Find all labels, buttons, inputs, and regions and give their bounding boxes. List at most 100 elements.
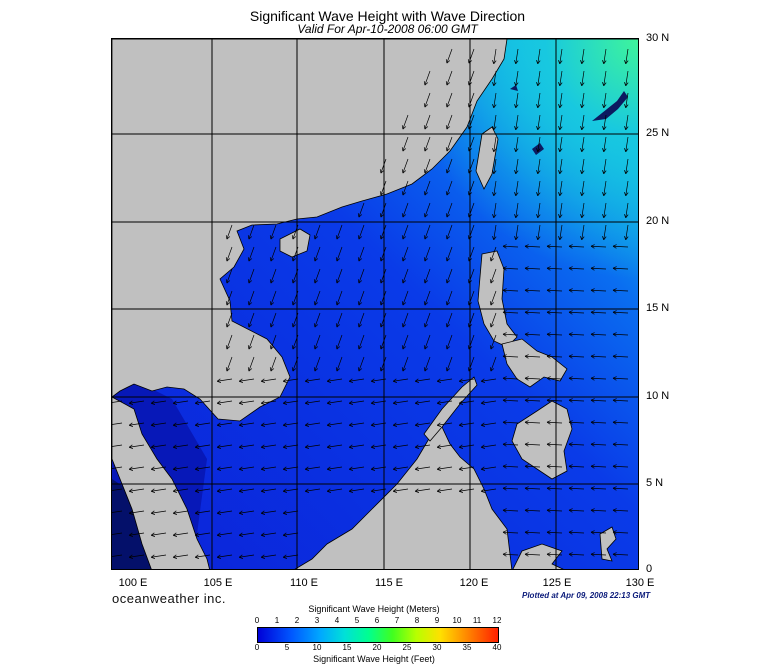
wave-arrow-head [481, 446, 486, 449]
wave-arrow [481, 422, 497, 426]
wave-arrow-head [226, 280, 231, 284]
wave-arrow [380, 356, 387, 372]
wave-arrow-head [546, 376, 551, 379]
wave-arrow-head [379, 257, 382, 262]
wave-arrow-head [590, 289, 595, 293]
wave-arrow [613, 377, 629, 380]
wave-arrow-head [603, 236, 607, 241]
wave-arrow [393, 444, 409, 448]
wave-arrow-head [546, 311, 551, 315]
wave-arrow-head [327, 468, 332, 471]
wave-arrow-head [490, 258, 495, 262]
wave-arrow [490, 334, 497, 350]
wave-arrow [393, 466, 409, 470]
wave-arrow-head [247, 367, 250, 372]
wave-arrow-head [225, 235, 228, 240]
wave-arrow-head [150, 444, 155, 448]
lon-label-125e: 125 E [542, 577, 572, 589]
wave-arrow [380, 290, 387, 306]
wave-arrow-head [173, 556, 178, 559]
brand-logo: oceanweather inc. [112, 591, 227, 606]
wave-arrow-head [172, 422, 177, 426]
wave-arrow-head [502, 376, 507, 379]
wave-arrow-head [379, 323, 382, 328]
wave-arrow-head [546, 531, 551, 535]
wave-arrow [446, 92, 453, 108]
wave-arrow [537, 202, 541, 218]
wave-arrow-head [546, 310, 551, 313]
wave-arrow-head [357, 257, 360, 262]
wave-arrow-head [467, 235, 470, 240]
wave-arrow-head [283, 446, 288, 449]
wave-arrow-head [445, 301, 448, 306]
wave-arrow [248, 290, 255, 306]
feet-tick-label: 35 [462, 643, 472, 652]
wave-arrow-head [502, 552, 507, 555]
wave-arrow-head [492, 169, 495, 174]
wave-arrow-head [313, 345, 316, 350]
wave-arrow-head [349, 402, 354, 405]
wave-arrow-head [524, 465, 529, 469]
wave-arrow [270, 290, 277, 306]
wave-arrow [569, 421, 585, 424]
wave-arrow [525, 399, 541, 402]
wave-arrow-head [580, 191, 583, 196]
wave-arrow-head [524, 354, 529, 357]
wave-arrow [503, 355, 519, 358]
wave-arrow-head [459, 402, 464, 405]
wave-arrow-head [401, 191, 404, 196]
wave-arrow-head [379, 279, 382, 284]
wave-arrow-head [467, 367, 470, 372]
wave-arrow-head [217, 468, 222, 471]
wave-arrow-head [568, 508, 573, 511]
wave-arrow-head [128, 488, 133, 492]
wave-arrow-head [480, 488, 485, 492]
wave-arrow [292, 268, 299, 284]
wave-arrow [525, 355, 541, 358]
wave-arrow-head [225, 323, 228, 328]
wave-arrow [515, 158, 519, 174]
wave-arrow [415, 400, 431, 404]
sulawesi-island [512, 543, 564, 569]
wave-arrow [261, 532, 277, 536]
wave-arrow-head [379, 235, 382, 240]
wave-arrow-head [348, 466, 353, 470]
wave-arrow-head [468, 170, 473, 174]
wave-arrow [547, 311, 563, 314]
wave-arrow [239, 444, 255, 448]
wave-arrow-head [546, 355, 551, 359]
wave-arrow-head [502, 311, 507, 315]
wave-arrow [424, 92, 431, 108]
wave-arrow-head [559, 236, 563, 241]
wave-arrow-head [568, 355, 573, 359]
wave-arrow-head [314, 324, 319, 328]
wave-arrow [424, 224, 431, 240]
wave-arrow [625, 180, 629, 196]
wave-arrow [459, 488, 475, 492]
wave-arrow-head [581, 236, 585, 241]
wave-arrow-head [424, 126, 429, 130]
wave-arrow-head [537, 170, 541, 175]
wave-arrow-head [481, 402, 486, 405]
wave-arrow [503, 267, 519, 270]
wave-arrow-head [305, 490, 310, 493]
wave-arrow [569, 531, 585, 534]
wave-arrow-head [612, 377, 617, 381]
wave-arrow [371, 400, 387, 404]
feet-tick-label: 5 [284, 643, 290, 652]
wave-arrow-head [445, 213, 448, 218]
wave-arrow-head [493, 192, 497, 197]
wave-arrow-head [129, 512, 134, 515]
wave-arrow-head [524, 244, 529, 247]
wave-arrow-head [195, 468, 200, 471]
wave-arrow [613, 355, 629, 358]
wave-arrow-head [612, 245, 617, 249]
wave-arrow-head [247, 235, 250, 240]
wave-arrow-head [291, 367, 294, 372]
wave-arrow-head [468, 346, 473, 350]
wave-arrow-head [348, 422, 353, 426]
wave-arrow-head [459, 446, 464, 449]
wave-arrow-head [581, 60, 585, 65]
wave-arrow-head [424, 368, 429, 372]
feet-tick-label: 20 [372, 643, 382, 652]
